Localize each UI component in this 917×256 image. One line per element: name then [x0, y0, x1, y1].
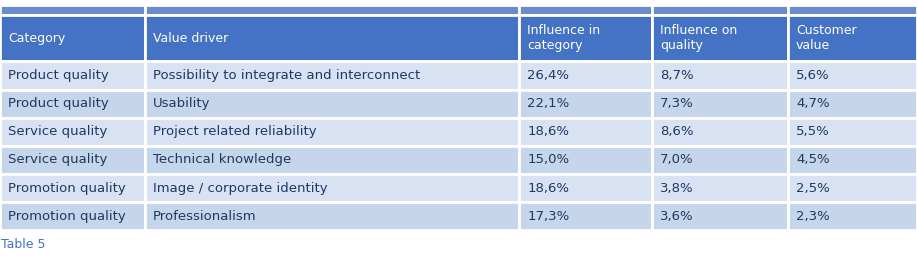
- Text: 8,7%: 8,7%: [660, 69, 694, 82]
- Text: 3,6%: 3,6%: [660, 210, 694, 223]
- Bar: [788, 90, 917, 118]
- Bar: [519, 146, 652, 174]
- Text: Service quality: Service quality: [8, 125, 107, 138]
- Bar: [0, 90, 145, 118]
- Bar: [519, 90, 652, 118]
- Bar: [788, 146, 917, 174]
- Text: Influence in
category: Influence in category: [527, 24, 601, 52]
- Bar: [652, 61, 788, 90]
- Bar: [145, 174, 519, 202]
- Text: Product quality: Product quality: [8, 69, 109, 82]
- Text: Product quality: Product quality: [8, 97, 109, 110]
- Bar: [145, 90, 519, 118]
- Bar: [145, 61, 519, 90]
- Text: 18,6%: 18,6%: [527, 125, 569, 138]
- Bar: [0, 202, 145, 230]
- Text: 5,6%: 5,6%: [796, 69, 830, 82]
- Bar: [519, 61, 652, 90]
- Bar: [145, 5, 519, 15]
- Text: 17,3%: 17,3%: [527, 210, 569, 223]
- Text: 18,6%: 18,6%: [527, 182, 569, 195]
- Text: Promotion quality: Promotion quality: [8, 182, 126, 195]
- Bar: [145, 118, 519, 146]
- Bar: [145, 202, 519, 230]
- Bar: [652, 5, 788, 15]
- Text: Professionalism: Professionalism: [153, 210, 257, 223]
- Text: Promotion quality: Promotion quality: [8, 210, 126, 223]
- Text: Table 5: Table 5: [1, 238, 46, 251]
- Text: 3,8%: 3,8%: [660, 182, 694, 195]
- Text: Customer
value: Customer value: [796, 24, 856, 52]
- Bar: [788, 5, 917, 15]
- Bar: [788, 61, 917, 90]
- Text: 22,1%: 22,1%: [527, 97, 569, 110]
- Bar: [0, 5, 145, 15]
- Bar: [652, 118, 788, 146]
- Bar: [652, 146, 788, 174]
- Text: Influence on
quality: Influence on quality: [660, 24, 737, 52]
- Bar: [652, 90, 788, 118]
- Text: Service quality: Service quality: [8, 154, 107, 166]
- Text: Usability: Usability: [153, 97, 211, 110]
- Bar: [145, 15, 519, 61]
- Bar: [145, 146, 519, 174]
- Text: 15,0%: 15,0%: [527, 154, 569, 166]
- Bar: [0, 61, 145, 90]
- Text: 26,4%: 26,4%: [527, 69, 569, 82]
- Bar: [0, 146, 145, 174]
- Bar: [652, 15, 788, 61]
- Bar: [788, 118, 917, 146]
- Bar: [519, 118, 652, 146]
- Bar: [652, 202, 788, 230]
- Text: Technical knowledge: Technical knowledge: [153, 154, 292, 166]
- Bar: [788, 202, 917, 230]
- Text: 2,5%: 2,5%: [796, 182, 830, 195]
- Text: 4,5%: 4,5%: [796, 154, 830, 166]
- Bar: [788, 15, 917, 61]
- Bar: [652, 174, 788, 202]
- Text: 8,6%: 8,6%: [660, 125, 694, 138]
- Bar: [519, 202, 652, 230]
- Text: 4,7%: 4,7%: [796, 97, 830, 110]
- Text: Value driver: Value driver: [153, 32, 228, 45]
- Text: Project related reliability: Project related reliability: [153, 125, 316, 138]
- Text: Category: Category: [8, 32, 65, 45]
- Text: 7,3%: 7,3%: [660, 97, 694, 110]
- Bar: [0, 15, 145, 61]
- Bar: [519, 174, 652, 202]
- Bar: [519, 5, 652, 15]
- Text: Possibility to integrate and interconnect: Possibility to integrate and interconnec…: [153, 69, 420, 82]
- Bar: [519, 15, 652, 61]
- Bar: [0, 174, 145, 202]
- Text: 7,0%: 7,0%: [660, 154, 694, 166]
- Text: Image / corporate identity: Image / corporate identity: [153, 182, 327, 195]
- Bar: [788, 174, 917, 202]
- Bar: [0, 118, 145, 146]
- Text: 2,3%: 2,3%: [796, 210, 830, 223]
- Text: 5,5%: 5,5%: [796, 125, 830, 138]
